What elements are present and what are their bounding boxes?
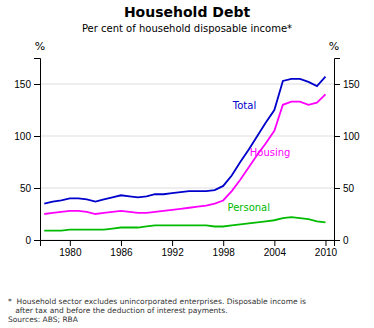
tick-label: 0	[25, 235, 31, 246]
tick-mark	[34, 240, 40, 241]
tick: 50	[20, 183, 40, 194]
series-line	[44, 217, 325, 231]
tick-label: 50	[20, 183, 32, 194]
tick: 100	[14, 131, 40, 142]
tick-label: 2004	[264, 247, 287, 258]
tick-mark	[34, 188, 40, 189]
title: Household Debt	[124, 4, 251, 20]
lines	[44, 77, 325, 231]
tick-label: 1986	[110, 247, 133, 258]
grid-line	[40, 136, 334, 137]
annotations: Total Housing Personal	[228, 100, 291, 213]
y-axis-label: %	[35, 40, 45, 53]
tick-label: 150	[14, 79, 31, 90]
annotation: Housing	[250, 147, 291, 158]
tick-label: 2010	[315, 247, 338, 258]
chart: Household Debt Per cent of household disp…	[0, 0, 374, 328]
tick-mark	[223, 240, 224, 246]
tick-mark	[334, 136, 340, 137]
grid-line	[40, 84, 334, 85]
tick-label: 100	[14, 131, 31, 142]
footnote: * Household sector excludes unincorporat…	[8, 297, 306, 324]
tick: 1980	[59, 240, 82, 258]
tick-label: 0	[343, 235, 349, 246]
tick: 0	[25, 235, 40, 246]
tick-label: 1992	[161, 247, 184, 258]
grid-line	[40, 188, 334, 189]
y2-axis: 0 50 100 150	[334, 59, 360, 246]
tick: 100	[334, 131, 360, 142]
tick: 0	[334, 235, 349, 246]
tick-label: 1980	[59, 247, 82, 258]
y2-axis-label: %	[329, 40, 339, 53]
series-line	[44, 77, 325, 204]
axis-line	[335, 59, 341, 241]
y-axis: 0 50 100 150	[14, 59, 40, 246]
annotation: Personal	[228, 202, 271, 213]
tick: 150	[334, 79, 360, 90]
axis-line	[41, 241, 335, 247]
annotation: Total	[232, 100, 256, 111]
plot: 1980 1986 1992 1998 2004 2010 0 50 100 150 0 50 100 1…	[14, 59, 360, 259]
tick-mark	[34, 136, 40, 137]
x-axis: 1980 1986 1992 1998 2004 2010	[41, 240, 338, 258]
tick-mark	[274, 240, 275, 246]
tick-mark	[325, 240, 326, 246]
grid	[40, 84, 334, 240]
tick-label: 150	[343, 79, 360, 90]
tick: 2010	[315, 240, 338, 258]
series-line	[44, 94, 325, 214]
tick-label: 100	[343, 131, 360, 142]
tick: 1998	[213, 240, 236, 258]
tick-mark	[334, 188, 340, 189]
axis-line	[34, 59, 41, 241]
tick: 1986	[110, 240, 133, 258]
subtitle: Per cent of household disposable income*	[82, 23, 292, 34]
tick: 2004	[264, 240, 287, 258]
tick-mark	[34, 84, 40, 85]
tick-mark	[334, 240, 340, 241]
tick: 1992	[161, 240, 184, 258]
tick-mark	[172, 240, 173, 246]
tick-mark	[121, 240, 122, 246]
tick: 150	[14, 79, 40, 90]
tick-label: 50	[343, 183, 355, 194]
tick: 50	[334, 183, 355, 194]
tick-label: 1998	[213, 247, 236, 258]
tick-mark	[334, 84, 340, 85]
tick-mark	[70, 240, 71, 246]
